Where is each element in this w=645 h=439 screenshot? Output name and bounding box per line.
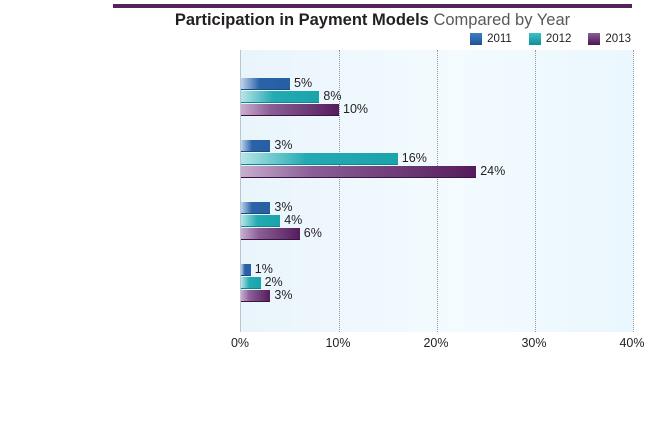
- bar-row: 24%: [241, 164, 633, 178]
- bar-value-label: 1%: [254, 262, 273, 276]
- title-rule: [113, 4, 632, 8]
- bar-row: 16%: [241, 151, 633, 165]
- bar-2011-2[interactable]: [241, 140, 271, 152]
- bar-value-label: 16%: [401, 151, 427, 165]
- x-axis-tick-label: 30%: [521, 336, 547, 350]
- bar-2012-3[interactable]: [241, 215, 281, 227]
- gridline: [633, 50, 634, 332]
- bar-value-label: 5%: [294, 76, 313, 90]
- bar-2013-4[interactable]: [241, 290, 271, 302]
- bar-2013-2[interactable]: [241, 166, 477, 178]
- plot-area: 5% 8% 10% 3% 16% 24% 3% 4% 6% 1% 2% 3%: [240, 50, 634, 332]
- legend-item-2012[interactable]: 2012: [528, 33, 572, 45]
- bar-row: 8%: [241, 89, 633, 103]
- bar-row: 5%: [241, 76, 633, 90]
- bar-2011-3[interactable]: [241, 202, 271, 214]
- bar-2011-1[interactable]: [241, 78, 290, 90]
- x-axis-tick-label: 40%: [619, 336, 645, 350]
- title-main: Participation in Payment Models: [174, 11, 429, 29]
- legend-swatch-icon: [470, 33, 483, 45]
- bar-row: 3%: [241, 200, 633, 214]
- bar-2011-4[interactable]: [241, 264, 251, 276]
- legend-item-2013[interactable]: 2013: [588, 33, 631, 45]
- x-axis-tick-label: 20%: [423, 336, 449, 350]
- legend-label: 2012: [545, 33, 572, 45]
- bar-value-label: 24%: [480, 164, 506, 178]
- legend-swatch-icon: [588, 33, 601, 45]
- bar-2012-1[interactable]: [241, 91, 320, 103]
- page-title: Participation in Payment Models Compared…: [113, 10, 632, 30]
- bar-value-label: 10%: [343, 102, 369, 116]
- bar-row: 2%: [241, 275, 633, 289]
- legend-label: 2011: [487, 33, 512, 45]
- bar-2012-4[interactable]: [241, 277, 261, 289]
- bar-2013-3[interactable]: [241, 228, 300, 240]
- bar-row: 3%: [241, 288, 633, 302]
- bar-value-label: 3%: [274, 138, 293, 152]
- bar-value-label: 3%: [274, 288, 293, 302]
- legend-label: 2013: [605, 33, 631, 45]
- bar-value-label: 6%: [303, 226, 322, 240]
- legend-item-2011[interactable]: 2011: [470, 33, 512, 45]
- chart-legend: 2011 2012 2013: [470, 33, 631, 45]
- gridline: [437, 50, 438, 332]
- bar-value-label: 8%: [323, 89, 342, 103]
- bar-2012-2[interactable]: [241, 153, 398, 165]
- x-axis-tick-label: 10%: [325, 336, 351, 350]
- gridline: [339, 50, 340, 332]
- bar-row: 6%: [241, 226, 633, 240]
- bar-value-label: 4%: [284, 213, 303, 227]
- gridline: [535, 50, 536, 332]
- x-axis-tick-label: 0%: [230, 336, 250, 350]
- bar-row: 1%: [241, 262, 633, 276]
- bar-row: 10%: [241, 102, 633, 116]
- legend-swatch-icon: [528, 33, 541, 45]
- bar-row: 3%: [241, 138, 633, 152]
- bar-value-label: 3%: [274, 200, 293, 214]
- title-sub: Compared by Year: [433, 11, 571, 29]
- bar-row: 4%: [241, 213, 633, 227]
- bar-2013-1[interactable]: [241, 104, 339, 116]
- bar-value-label: 2%: [264, 275, 283, 289]
